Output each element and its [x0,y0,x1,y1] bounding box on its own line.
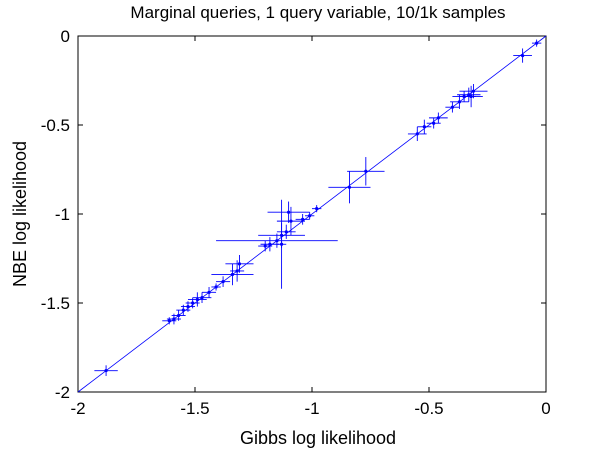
data-point [167,319,171,323]
data-point [364,169,368,173]
y-tick-label: -2 [55,383,70,402]
chart-title: Marginal queries, 1 query variable, 10/1… [130,3,505,22]
x-tick-label: -1 [304,399,319,418]
y-tick-label: -1.5 [41,294,70,313]
data-point [230,272,235,277]
data-point [432,121,436,125]
data-point [200,296,204,300]
data-point [535,41,539,45]
data-point [289,219,293,223]
data-point [471,89,476,93]
data-point [181,308,185,312]
data-point [308,214,312,218]
data-point [301,217,305,221]
x-axis-label: Gibbs log likelihood [240,428,396,448]
data-point [214,285,218,289]
data-point [186,304,190,309]
y-tick-label: -0.5 [41,116,70,135]
data-point [172,317,176,321]
data-point [521,53,525,58]
data-point [275,239,279,243]
data-point [457,100,462,104]
data-point [263,244,267,248]
data-point [195,297,199,302]
data-point [284,230,288,234]
x-tick-label: -1.5 [180,399,209,418]
y-tick-label: 0 [61,27,70,46]
data-point [422,125,426,129]
data-point [104,369,108,373]
reference-line-y-equals-x [77,35,547,393]
x-tick-label: -2 [70,399,85,418]
data-point [235,269,239,273]
plot-area: -2 -1.5 -1 -0.5 0 -2 -1.5 -1 -0.5 0 [41,27,551,418]
data-point [237,262,242,266]
data-point [450,105,454,109]
data-point [436,116,440,120]
data-point [268,242,272,246]
data-point [469,94,473,99]
data-point [207,290,211,294]
data-point [279,242,284,246]
data-point [467,93,471,97]
data-point [415,132,419,136]
data-point [191,301,195,305]
data-point [347,185,352,189]
x-tick-label: -0.5 [414,399,443,418]
data-point [177,313,181,318]
y-axis-label: NBE log likelihood [10,141,30,287]
data-point [287,210,291,214]
data-point [315,207,319,211]
y-tick-label: -1 [55,205,70,224]
x-tick-label: 0 [541,399,550,418]
data-point [221,280,225,284]
